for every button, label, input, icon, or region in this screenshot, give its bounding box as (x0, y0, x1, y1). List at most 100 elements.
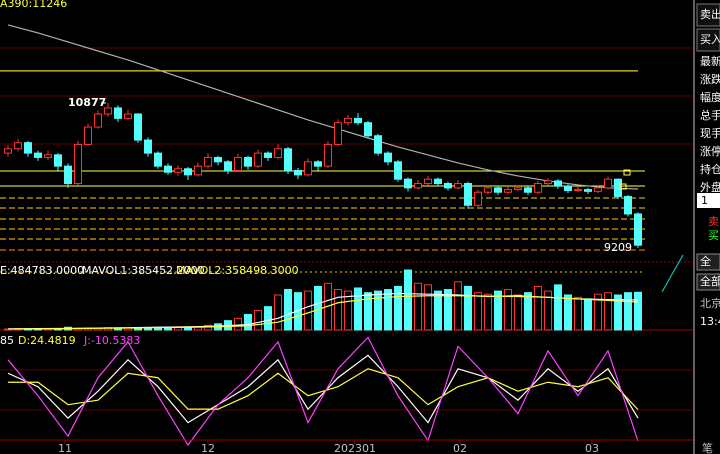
candle-body (424, 178, 432, 185)
candle-body (514, 187, 522, 191)
candle-body (524, 187, 532, 193)
candle-body (124, 113, 132, 119)
time-label: 02 (453, 442, 467, 454)
candle-body (194, 165, 202, 176)
button-frame[interactable] (696, 273, 720, 291)
volume-bar (474, 292, 482, 331)
city: 北京 (700, 296, 720, 310)
candle-body (624, 196, 632, 215)
ma-long-line (7, 24, 639, 190)
candle-body (234, 156, 242, 171)
candle-body (214, 156, 222, 163)
candle-body (544, 180, 552, 185)
side-item: 现手 (700, 126, 720, 140)
volume-bar (344, 290, 352, 331)
volume-bar (354, 287, 362, 331)
candle-body (314, 161, 322, 167)
qty-input[interactable] (697, 193, 720, 208)
candle-body (494, 187, 502, 193)
plot-area: 10877 9209 (0, 24, 642, 447)
candle-body (574, 189, 582, 192)
signal-marker (619, 183, 627, 190)
candle-body (24, 142, 32, 154)
button-frame[interactable] (696, 253, 720, 271)
volume-bar (524, 292, 532, 331)
volume-bar (604, 292, 612, 331)
side-item: 持仓 (700, 162, 720, 176)
j-line (7, 336, 639, 447)
volume-bar (554, 284, 562, 331)
candle-body (204, 156, 212, 167)
close-button[interactable]: 全 (700, 254, 711, 268)
candle-body (4, 148, 12, 154)
side-button[interactable] (696, 3, 720, 27)
volume-bar (504, 289, 512, 331)
volume-bar (614, 294, 622, 331)
clock: 13:4 (700, 315, 720, 328)
candle-body (304, 161, 312, 176)
volume-bar (424, 284, 432, 331)
side-item[interactable]: 买入 (700, 33, 720, 46)
candle-body (364, 122, 372, 137)
volume-bar (244, 313, 252, 331)
volume-bar (574, 296, 582, 331)
candle-body (454, 183, 462, 189)
volume-bar (584, 298, 592, 331)
candle-body (134, 113, 142, 141)
signal-marker (623, 169, 631, 176)
volume-bar (284, 289, 292, 331)
side-item[interactable]: 卖出 (700, 7, 720, 21)
candle-body (564, 185, 572, 191)
side-item: 涨停 (700, 144, 720, 158)
close-all-button[interactable]: 全部 (700, 274, 720, 288)
volume-bar (404, 269, 412, 331)
candle-body (274, 148, 282, 158)
candle-body (614, 178, 622, 198)
volume-bar (254, 310, 262, 331)
candle-body (344, 117, 352, 124)
volume-bar (564, 294, 572, 331)
side-item: 总手 (700, 108, 720, 122)
buy-button[interactable]: 买 (708, 229, 719, 242)
volume-bar (334, 289, 342, 331)
candle-body (164, 165, 172, 173)
qty-value[interactable]: 1 (701, 194, 708, 207)
time-label: 11 (58, 442, 72, 454)
volume-bar (204, 324, 212, 331)
ma-label: A390:11246 (0, 0, 67, 10)
side-button[interactable] (696, 28, 720, 52)
side-item: 最新 (700, 54, 720, 68)
candle-body (434, 178, 442, 185)
legend-k: 85 (0, 334, 14, 347)
volume-bar (304, 290, 312, 331)
candle-body (404, 178, 412, 189)
k-line (7, 354, 639, 424)
candle-body (144, 139, 152, 154)
volume-bar (384, 289, 392, 331)
volume-bar (414, 282, 422, 331)
volume-bar (264, 306, 272, 331)
candle-body (14, 142, 22, 150)
candle-body (174, 168, 182, 173)
candle-body (634, 213, 642, 246)
candle-body (64, 165, 72, 185)
side-item: 涨跌 (700, 72, 720, 86)
candle-body (224, 161, 232, 171)
candle-body (534, 183, 542, 193)
candle-body (594, 187, 602, 192)
volume-bar (594, 293, 602, 331)
candle-body (254, 152, 262, 167)
candle-body (74, 143, 82, 185)
volume-bar (634, 291, 642, 331)
d-line (8, 368, 639, 411)
candle-body (484, 187, 492, 193)
side-item: 幅度 (700, 90, 720, 104)
candle-body (34, 152, 42, 158)
candle-body (104, 107, 112, 115)
candle-body (414, 183, 422, 189)
legend-vol: E:484783.0000 (0, 264, 84, 277)
kdj-legend: 85 D:24.4819 J:-10.5383 (0, 334, 140, 347)
candle-body (584, 189, 592, 192)
sell-button[interactable]: 卖 (708, 215, 719, 228)
